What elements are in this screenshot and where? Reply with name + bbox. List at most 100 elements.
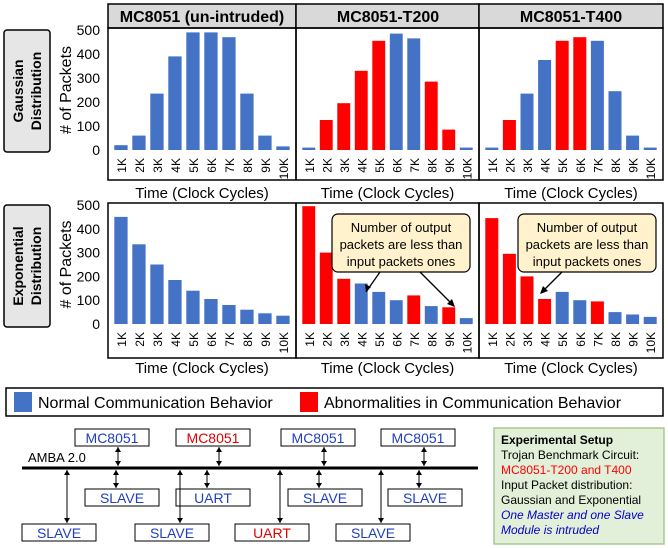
x-tick-label: 5K <box>556 332 570 347</box>
callout-2: Number of output packets are less than i… <box>517 213 657 294</box>
x-axis-label: Time (Clock Cycles) <box>135 360 269 377</box>
bottom-connector-head-b <box>64 518 70 523</box>
bar <box>337 278 351 324</box>
x-axis-label: Time (Clock Cycles) <box>504 360 638 377</box>
x-tick-label: 1K <box>486 158 500 173</box>
row-label-gaussian: Gaussian Distribution <box>3 29 51 153</box>
callout-box-1 <box>331 213 471 273</box>
setup-line2: MC8051-T200 and T400 <box>501 463 632 477</box>
callout-1-line2: packets are less than <box>340 237 463 252</box>
bar <box>168 56 182 150</box>
legend-box <box>5 387 664 417</box>
bottom-node: SLAVE <box>335 523 411 542</box>
x-tick-label: 10K <box>460 332 474 353</box>
setup-title: Experimental Setup <box>501 433 613 447</box>
experimental-setup: Experimental Setup Trojan Benchmark Circ… <box>493 427 665 545</box>
x-tick-label: 1K <box>303 332 317 347</box>
top-node-box <box>74 428 150 447</box>
setup-line3: Input Packet distribution: <box>501 478 632 492</box>
row-label-line2: Distribution <box>28 227 44 306</box>
x-tick-label: 6K <box>574 158 588 173</box>
mid-node: SLAVE <box>287 488 363 507</box>
bar <box>643 316 657 324</box>
legend-swatch-normal <box>14 392 32 412</box>
bar <box>502 120 516 150</box>
x-tick-label: 9K <box>259 158 273 173</box>
column-headers: MC8051 (un-intruded) MC8051-T200 MC8051-… <box>107 3 664 29</box>
y-tick-label: 200 <box>77 268 101 284</box>
bar <box>222 305 236 324</box>
row-label-box-1 <box>3 29 51 153</box>
x-tick-label: 1K <box>115 158 129 173</box>
top-connector-head-b <box>321 461 327 466</box>
bus-label: AMBA 2.0 <box>28 450 86 465</box>
x-tick-label: 8K <box>241 332 255 347</box>
row-label-line2: Distribution <box>28 52 44 131</box>
bar <box>150 264 164 324</box>
callout-1-line1: Number of output <box>351 220 452 235</box>
bar <box>626 135 640 150</box>
callout-2-arrowhead <box>540 286 548 294</box>
bottom-node-label: SLAVE <box>150 525 194 541</box>
top-connector-head-b <box>216 461 222 466</box>
bar <box>424 306 438 324</box>
bar <box>555 291 569 324</box>
y-tick-label: 300 <box>77 70 101 86</box>
bar <box>459 318 473 325</box>
x-tick-label: 4K <box>539 158 553 173</box>
bar <box>608 91 622 150</box>
x-axis-label: Time (Clock Cycles) <box>135 185 269 202</box>
x-tick-label: 10K <box>277 158 291 179</box>
setup-line5: One Master and one Slave <box>501 508 644 522</box>
bar <box>555 40 569 150</box>
x-tick-label: 3K <box>521 158 535 173</box>
mid-node: UART <box>175 488 251 507</box>
bar <box>240 309 254 324</box>
x-tick-label: 1K <box>486 332 500 347</box>
bar <box>132 244 146 324</box>
column-header-box-1 <box>107 3 297 29</box>
mid-connector-head-b <box>204 483 210 488</box>
bar <box>407 295 421 324</box>
mid-node-box <box>175 488 251 507</box>
x-tick-label: 7K <box>223 158 237 173</box>
legend-label-normal: Normal Communication Behavior <box>38 395 273 412</box>
x-tick-label: 8K <box>241 158 255 173</box>
top-node-box <box>175 428 251 447</box>
panel-frame <box>295 27 480 181</box>
legend: Normal Communication Behavior Abnormalit… <box>5 387 664 417</box>
chart-panel: 1K 2K 3K 4K 5K 6K 7K 8K 9K 10K Time (Clock Cycles)… <box>58 197 297 377</box>
row-label-line1: Exponential <box>10 226 26 305</box>
y-tick-label: 500 <box>77 22 101 38</box>
x-tick-label: 7K <box>408 158 422 173</box>
x-tick-label: 2K <box>503 158 517 173</box>
legend-label-abnormal: Abnormalities in Communication Behavior <box>324 395 622 412</box>
bottom-node-label: SLAVE <box>37 525 81 541</box>
system-diagram: AMBA 2.0 MC8051 MC8051 MC8051 MC8051 SLAVE UA… <box>21 428 478 542</box>
x-tick-label: 1K <box>115 332 129 347</box>
chart-panel: 1K 2K 3K 4K 5K 6K 7K 8K 9K 10K Time (Clock Cycles)… <box>58 22 297 202</box>
bar <box>372 291 386 324</box>
x-tick-label: 7K <box>223 332 237 347</box>
top-node-box <box>280 428 356 447</box>
x-tick-label: 10K <box>644 158 658 179</box>
x-tick-label: 4K <box>169 332 183 347</box>
x-tick-label: 10K <box>277 332 291 353</box>
x-tick-label: 3K <box>521 332 535 347</box>
x-tick-label: 9K <box>443 332 457 347</box>
bar <box>319 252 333 324</box>
y-tick-label: 400 <box>77 46 101 62</box>
mid-node: SLAVE <box>84 488 160 507</box>
bar <box>150 93 164 150</box>
mid-connector-head-a <box>416 470 422 475</box>
bar <box>258 135 272 150</box>
bar <box>186 32 200 150</box>
bar <box>389 33 403 150</box>
callout-1-arrowhead-b <box>447 299 455 307</box>
x-tick-label: 2K <box>320 332 334 347</box>
bottom-connector-head-a <box>64 470 70 475</box>
y-tick-label: 0 <box>92 316 100 332</box>
bottom-connector-head-b <box>177 518 183 523</box>
